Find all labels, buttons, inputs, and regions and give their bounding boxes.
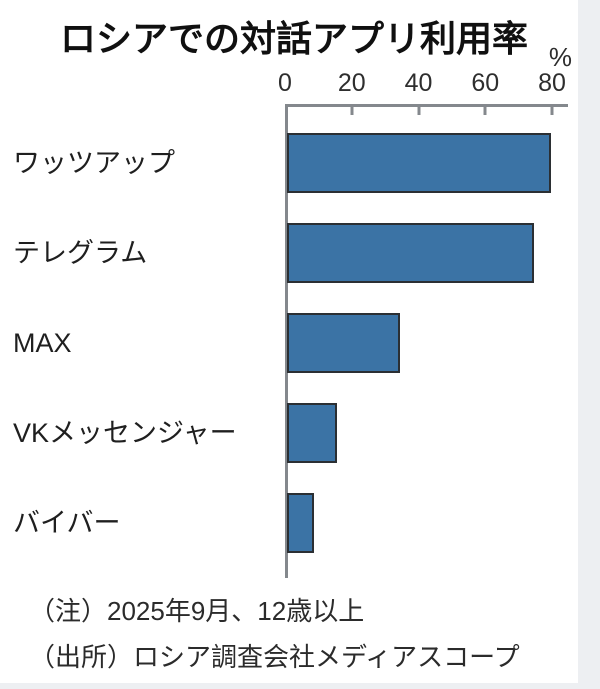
- footnotes: （注）2025年9月、12歳以上 （出所）ロシア調査会社メディアスコープ: [29, 588, 569, 680]
- bar: [287, 223, 534, 283]
- x-tick-mark: [483, 107, 487, 115]
- chart-card: ロシアでの対話アプリ利用率 % 0 20 40 60 80 ワッツアップ テレグラム MAX…: [0, 18, 578, 680]
- chart-title: ロシアでの対話アプリ利用率: [60, 18, 529, 59]
- bar-chart: % 0 20 40 60 80 ワッツアップ テレグラム MAX VKメッセンジャー バイバー: [0, 42, 578, 583]
- bar: [287, 313, 400, 373]
- bar: [287, 403, 337, 463]
- y-axis-line: [285, 104, 288, 578]
- axis-unit-label: %: [548, 42, 572, 72]
- category-label: ワッツアップ: [13, 148, 175, 178]
- x-tick-mark: [417, 107, 420, 115]
- bar-row: VKメッセンジャー: [0, 403, 578, 463]
- bar: [287, 493, 314, 553]
- bar-row: MAX: [0, 313, 578, 373]
- x-tick-label: 60: [471, 69, 500, 97]
- page-background-strip-right: [578, 0, 600, 689]
- bar-rows: ワッツアップ テレグラム MAX VKメッセンジャー バイバー: [0, 133, 578, 583]
- x-tick-mark: [350, 107, 354, 115]
- source-text: （出所）ロシア調査会社メディアスコープ: [29, 642, 520, 672]
- bar: [287, 133, 551, 193]
- bar-row: バイバー: [0, 493, 578, 553]
- bar-row: ワッツアップ: [0, 133, 578, 193]
- x-tick-label: 0: [278, 69, 292, 97]
- x-axis-tick-labels: 0 20 40 60 80: [278, 64, 566, 100]
- category-label: テレグラム: [13, 238, 148, 268]
- category-label: バイバー: [13, 508, 121, 538]
- x-tick-label: 40: [404, 69, 433, 97]
- bar-row: テレグラム: [0, 223, 578, 283]
- x-tick-mark: [550, 107, 554, 115]
- x-tick-label: 80: [538, 69, 566, 97]
- category-label: VKメッセンジャー: [13, 418, 237, 448]
- x-axis-line: [285, 104, 568, 107]
- category-label: MAX: [13, 328, 72, 358]
- x-tick-label: 20: [337, 69, 366, 97]
- note-text: （注）2025年9月、12歳以上: [29, 596, 365, 626]
- page-background-strip-bottom: [0, 683, 600, 689]
